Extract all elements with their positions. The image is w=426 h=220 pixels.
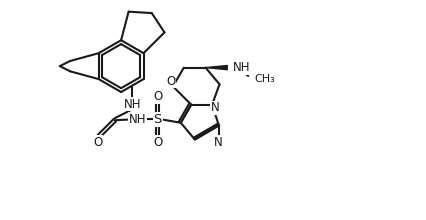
Text: NH: NH — [233, 61, 250, 74]
Text: N: N — [214, 136, 223, 149]
Text: O: O — [153, 90, 162, 103]
Text: N: N — [210, 101, 219, 114]
Text: S: S — [154, 113, 162, 126]
Text: NH: NH — [124, 98, 141, 111]
Polygon shape — [206, 66, 227, 70]
Text: O: O — [166, 75, 176, 88]
Text: CH₃: CH₃ — [254, 74, 275, 84]
Text: NH: NH — [129, 113, 147, 126]
Text: O: O — [153, 136, 162, 149]
Text: O: O — [93, 136, 102, 149]
